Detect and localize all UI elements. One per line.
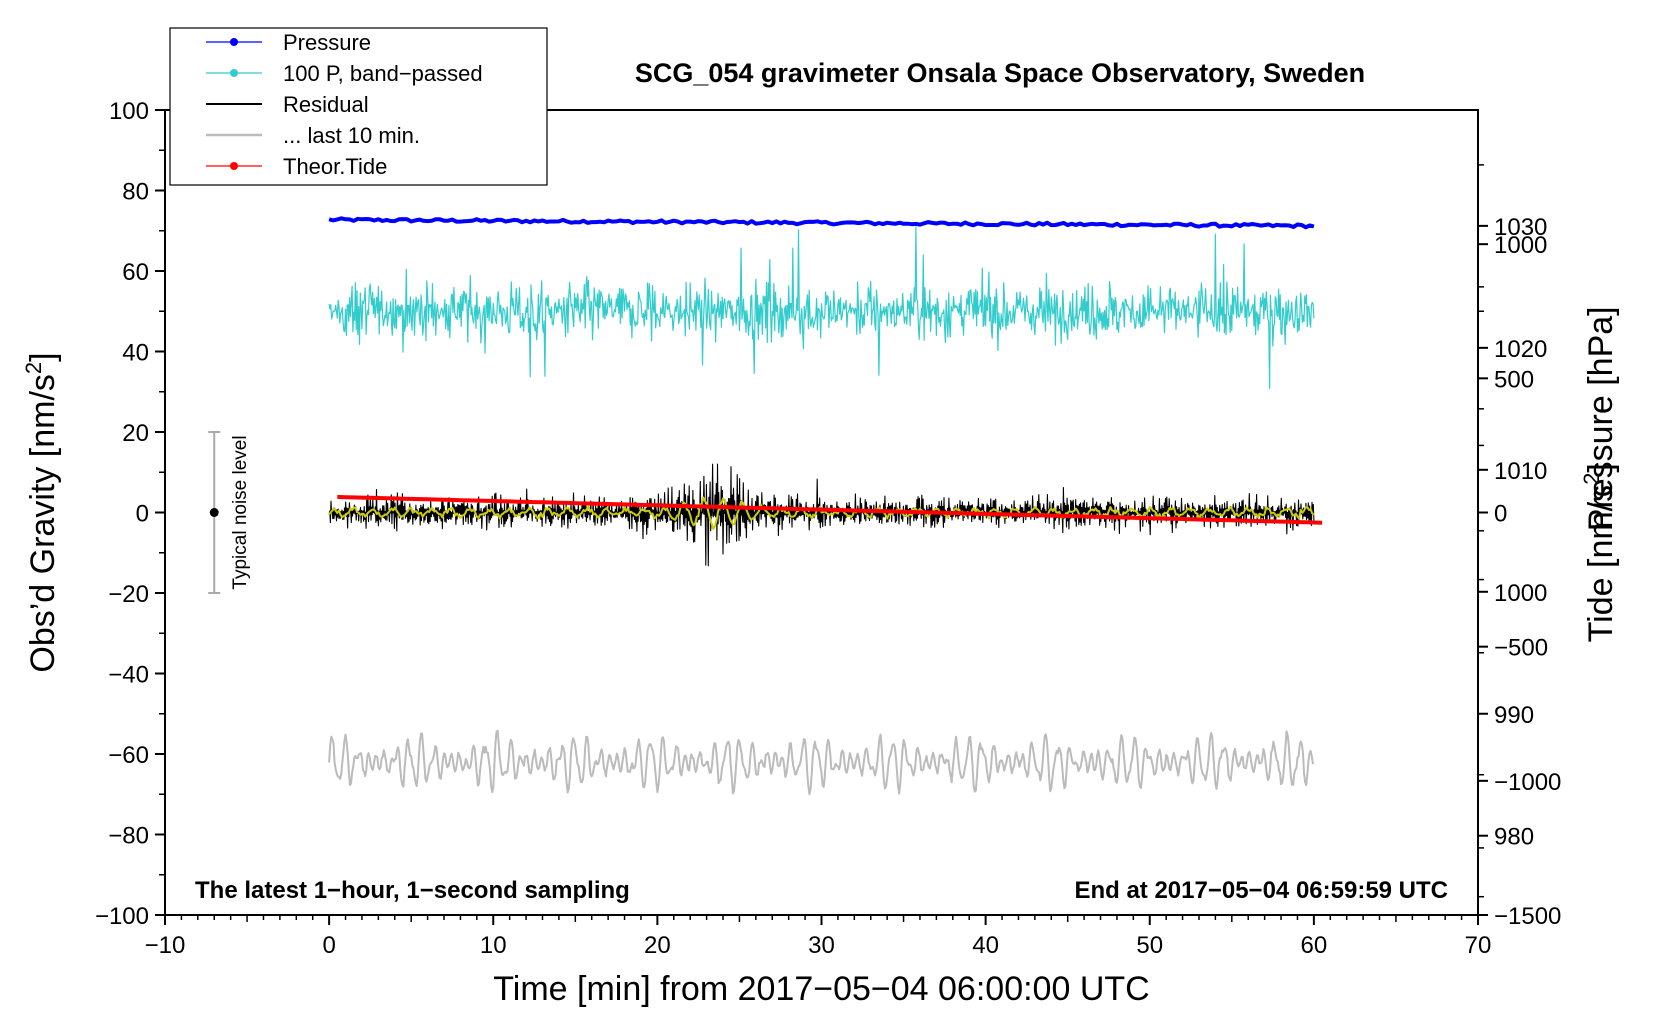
y-tick-label: 40 bbox=[122, 340, 149, 367]
series-last10min-line bbox=[328, 729, 1315, 796]
y-tick-label: −40 bbox=[108, 662, 149, 689]
x-tick-label: 60 bbox=[1301, 932, 1328, 959]
axes-layer: −10 0 10 20 30 40 50 60 70−100−80−60−40−20020406… bbox=[95, 98, 1561, 959]
tide-title-sup: 2 bbox=[1579, 473, 1604, 485]
y-tick-label: −100 bbox=[95, 903, 149, 930]
annotation-right: End at 2017−05−04 06:59:59 UTC bbox=[1074, 877, 1448, 904]
legend-label: Theor.Tide bbox=[283, 154, 387, 179]
x-tick-label: 20 bbox=[644, 932, 671, 959]
chart-title: SCG_054 gravimeter Onsala Space Observat… bbox=[635, 58, 1365, 88]
tide-tick-label: 500 bbox=[1494, 366, 1534, 393]
x-tick-label: 10 bbox=[480, 932, 507, 959]
legend-marker bbox=[230, 38, 238, 46]
legend-marker bbox=[230, 162, 238, 170]
tide-title-main: Tide [nm/s bbox=[1582, 485, 1620, 642]
pressure-tick-label: 1010 bbox=[1494, 458, 1547, 485]
pressure-tick-label: 1000 bbox=[1494, 580, 1547, 607]
legend-label: Pressure bbox=[283, 30, 371, 55]
pressure-tick-label: 1020 bbox=[1494, 336, 1547, 363]
noise-level-bar bbox=[208, 431, 221, 594]
y-axis-left-title-end: ] bbox=[24, 352, 62, 361]
annotation-left: The latest 1−hour, 1−second sampling bbox=[195, 877, 630, 904]
noise-bar-center-dot bbox=[209, 508, 219, 517]
y-axis-right-tide-title: Tide [nm/s2] bbox=[1579, 463, 1620, 642]
series-layer bbox=[328, 216, 1323, 796]
y-tick-label: −80 bbox=[108, 823, 149, 850]
y-tick-label: 20 bbox=[122, 420, 149, 447]
y-axis-left-title-main: Obs’d Gravity [nm/s bbox=[24, 374, 62, 673]
legend-label: 100 P, band−passed bbox=[283, 61, 483, 86]
pressure-tick-label: 990 bbox=[1494, 702, 1534, 729]
x-tick-label: 40 bbox=[972, 932, 999, 959]
legend-marker bbox=[230, 69, 238, 77]
noise-level-label: Typical noise level bbox=[230, 435, 251, 589]
x-axis-title: Time [min] from 2017−05−04 06:00:00 UTC bbox=[493, 970, 1149, 1008]
legend-box bbox=[169, 27, 548, 186]
pressure-tick-label: 980 bbox=[1494, 824, 1534, 851]
y-tick-label: −20 bbox=[108, 581, 149, 608]
legend-label: ... last 10 min. bbox=[283, 123, 420, 148]
series-residual-smoothed-line bbox=[328, 496, 1315, 530]
series-bandpassed-line bbox=[328, 226, 1315, 389]
x-tick-label: −10 bbox=[145, 932, 186, 959]
series-pressure-line bbox=[328, 216, 1315, 230]
y-tick-label: 60 bbox=[122, 259, 149, 286]
tide-tick-label: −1000 bbox=[1494, 769, 1561, 796]
legend-label: Residual bbox=[283, 92, 369, 117]
y-axis-right-pressure-title: Pressure [hPa] bbox=[1582, 306, 1620, 531]
x-tick-label: 70 bbox=[1465, 932, 1492, 959]
y-tick-label: 100 bbox=[109, 98, 149, 125]
x-tick-label: 50 bbox=[1136, 932, 1163, 959]
y-tick-label: −60 bbox=[108, 742, 149, 769]
y-axis-left-title: Obs’d Gravity [nm/s2] bbox=[21, 352, 62, 672]
tide-tick-label: −500 bbox=[1494, 635, 1548, 662]
y-tick-label: 80 bbox=[122, 179, 149, 206]
tide-tick-label: −1500 bbox=[1494, 903, 1561, 930]
tide-tick-label: 1000 bbox=[1494, 232, 1547, 259]
pressure-tick-label: 1030 bbox=[1494, 214, 1547, 241]
legend: Pressure 100 P, band−passed Residual ... la… bbox=[169, 27, 548, 186]
x-tick-label: 30 bbox=[808, 932, 835, 959]
y-tick-label: 0 bbox=[136, 501, 149, 528]
tide-tick-label: 0 bbox=[1494, 501, 1507, 528]
series-tide-line bbox=[337, 494, 1323, 525]
y-axis-left-title-sup: 2 bbox=[21, 362, 46, 374]
x-tick-label: 0 bbox=[322, 932, 335, 959]
tide-title-end: ] bbox=[1582, 463, 1620, 472]
